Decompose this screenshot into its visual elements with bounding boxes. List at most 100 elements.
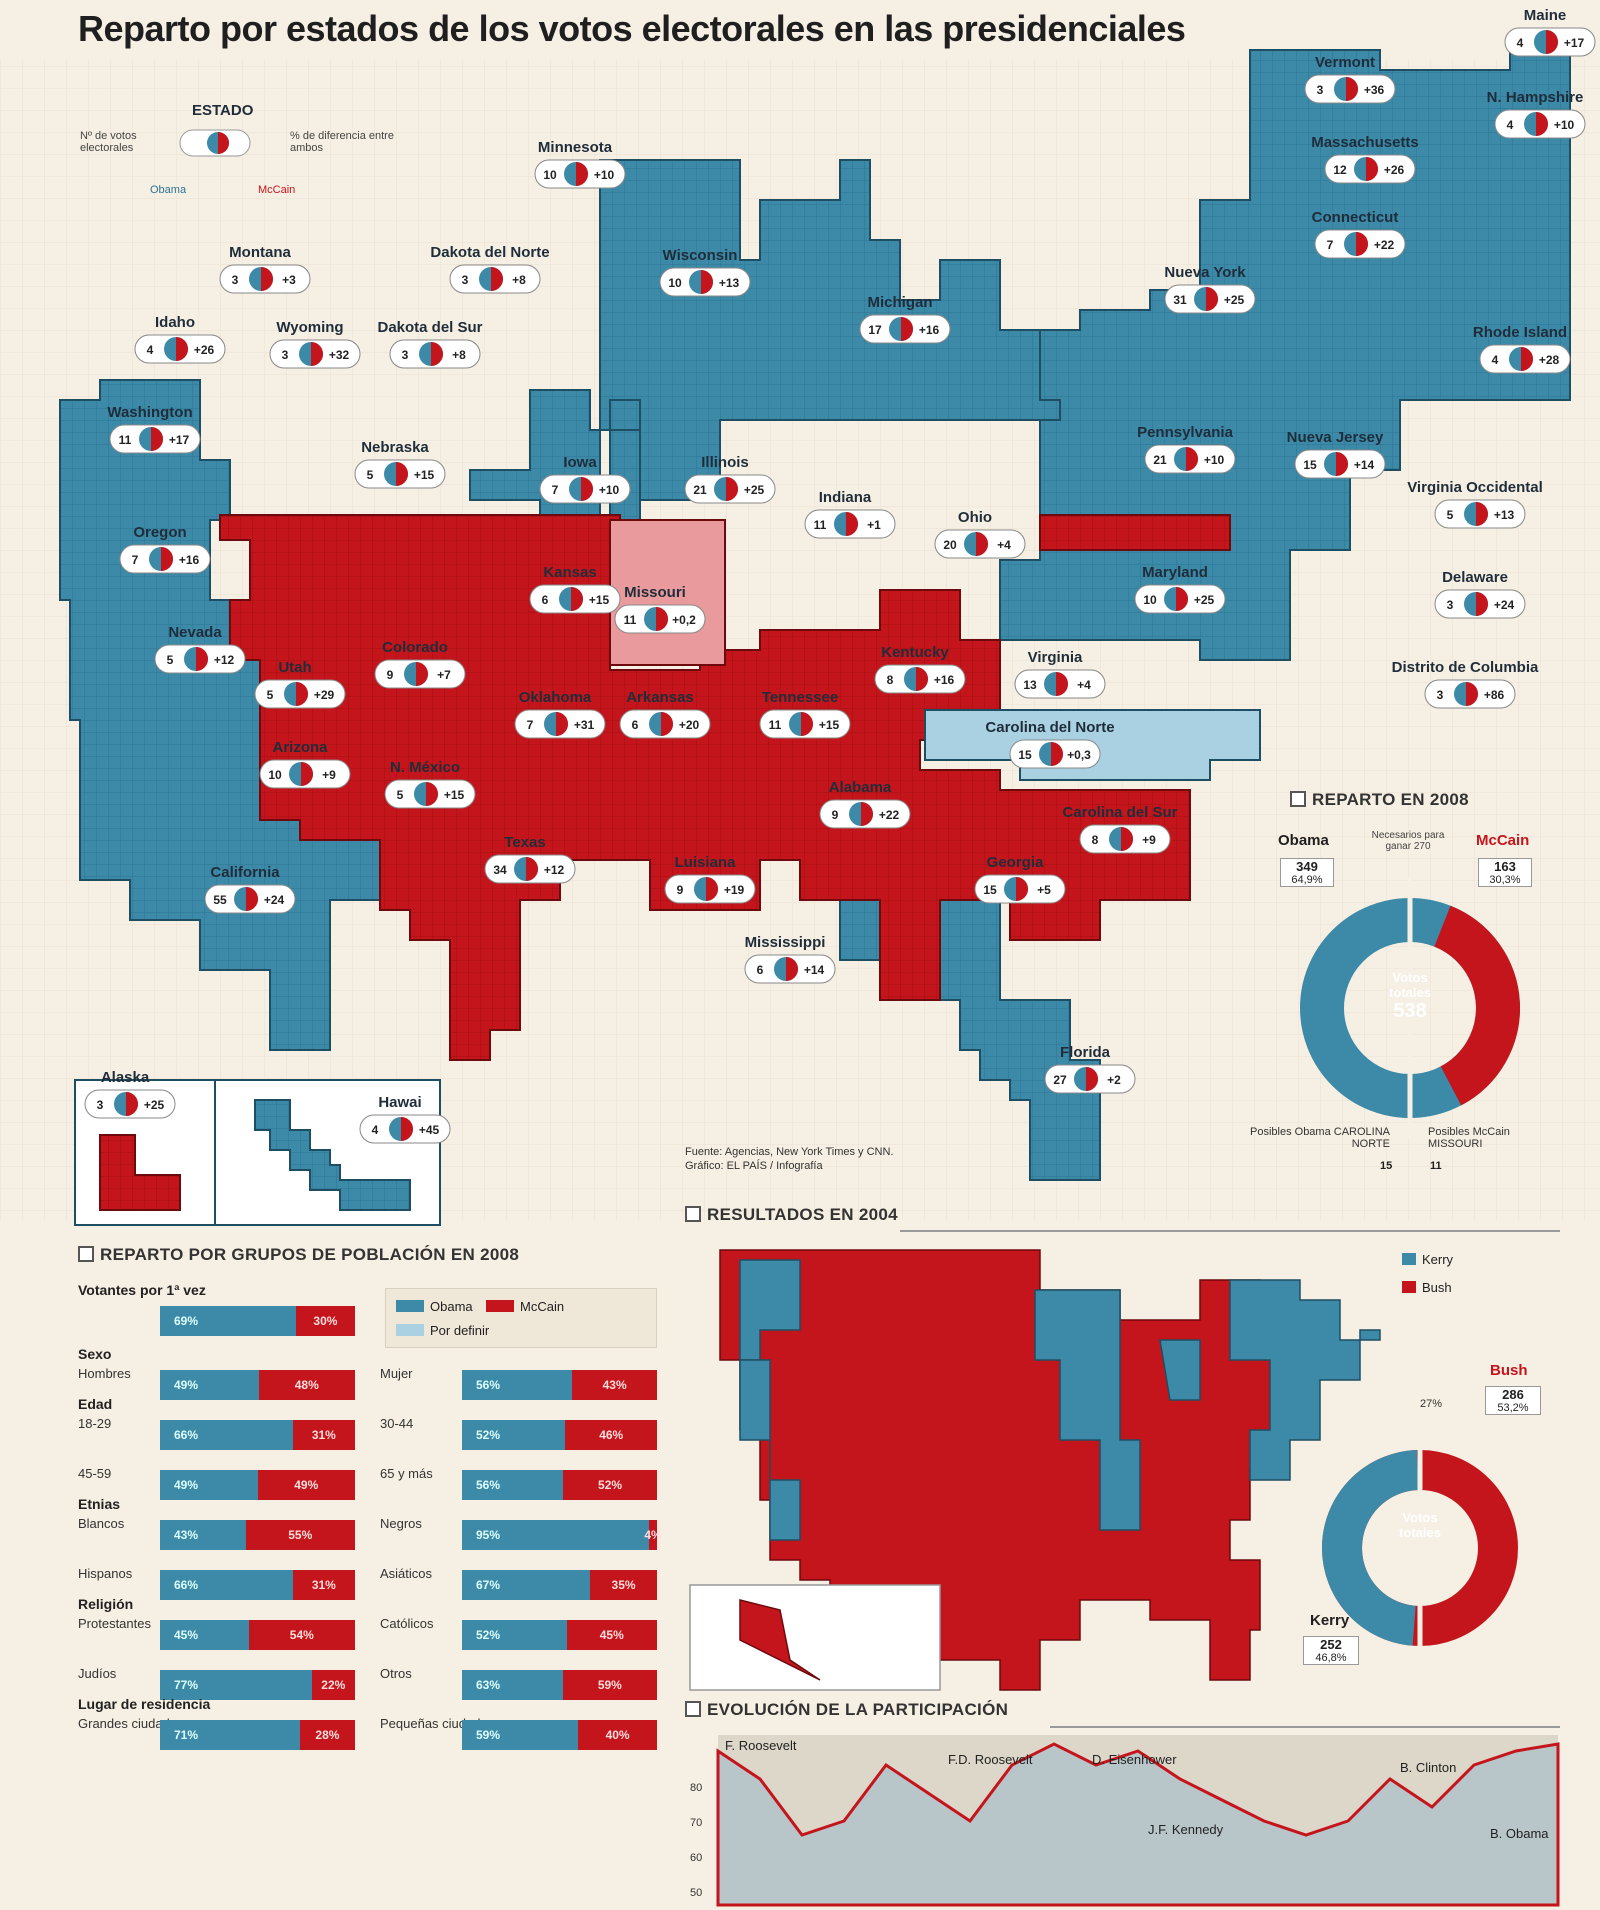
state-ev: 11 (119, 433, 132, 447)
group-bar: 49% 48% (160, 1370, 355, 1400)
map-2004 (689, 1249, 1381, 1691)
state-name: Iowa (563, 454, 597, 471)
state-name: Colorado (382, 639, 448, 656)
group-bar: 77% 22% (160, 1670, 355, 1700)
state-diff: +36 (1364, 83, 1385, 97)
bar-mccain: 49% (257, 1470, 355, 1500)
state-ev: 4 (1517, 36, 1524, 50)
group-label: 45-59 (78, 1466, 112, 1481)
state-diff: +28 (1539, 353, 1560, 367)
bar-obama: 71% (160, 1720, 300, 1750)
bar-obama: 52% (462, 1620, 567, 1650)
state-diff: +3 (282, 273, 296, 287)
group-label: 30-44 (380, 1416, 414, 1431)
state-name: Arkansas (626, 689, 694, 706)
posibles-mccain: Posibles McCain MISSOURI (1428, 1126, 1510, 1150)
state-label: Colorado 9 +7 (374, 639, 466, 689)
state-label: Arkansas 6 +20 (619, 689, 711, 739)
group-label: Católicos (380, 1616, 434, 1631)
state-diff: +14 (1354, 458, 1375, 472)
state-label: Michigan 17 +16 (859, 294, 951, 344)
map-red-regions (219, 514, 1231, 1061)
group-bar: 52% 46% (462, 1420, 657, 1450)
state-name: Illinois (701, 454, 749, 471)
state-diff: +9 (322, 768, 336, 782)
grupos-legend: Obama McCain Por definir (385, 1288, 657, 1348)
state-ev: 27 (1053, 1073, 1067, 1087)
state-name: Maine (1524, 7, 1567, 24)
mccain-2008-votes: 163 30,3% (1478, 858, 1532, 887)
state-ev: 34 (493, 863, 507, 877)
bar-obama: 69% (160, 1306, 296, 1336)
state-name: Missouri (624, 584, 686, 601)
participation-annotation: F. Roosevelt (725, 1738, 797, 1753)
group-bar: 43% 55% (160, 1520, 355, 1550)
donut-2004 (1322, 1433, 1518, 1663)
group-bar: 95% 4% (462, 1520, 662, 1550)
bar-mccain: 48% (258, 1370, 355, 1400)
bar-obama: 45% (160, 1620, 249, 1650)
state-label: Vermont 3 +36 (1304, 54, 1396, 104)
group-bar: 52% 45% (462, 1620, 657, 1650)
participation-chart (716, 1735, 1560, 1907)
state-ev: 7 (552, 483, 559, 497)
grupos-heading: REPARTO POR GRUPOS DE POBLACIÓN EN 2008 (78, 1245, 519, 1265)
state-ev: 55 (213, 893, 227, 907)
state-label: Missouri 11 +0,2 (614, 584, 706, 634)
state-name: Kentucky (881, 644, 949, 661)
state-ev: 3 (1437, 688, 1444, 702)
state-diff: +25 (744, 483, 765, 497)
group-section: Religión (78, 1596, 134, 1612)
bar-mccain: 35% (590, 1570, 657, 1600)
group-section: Votantes por 1ª vez (78, 1282, 206, 1298)
state-name: Florida (1060, 1044, 1111, 1061)
state-label: Georgia 15 +5 (974, 854, 1066, 904)
legend-diff-label: % de diferencia entre ambos (290, 130, 394, 154)
reparto-2008-heading: REPARTO EN 2008 (1290, 790, 1469, 810)
state-label: Nueva Jersey 15 +14 (1287, 429, 1386, 479)
state-label: Iowa 7 +10 (539, 454, 631, 504)
rule-participacion (1050, 1726, 1560, 1728)
state-name: Kansas (543, 564, 596, 581)
state-diff: +10 (1554, 118, 1575, 132)
state-name: Georgia (987, 854, 1044, 871)
state-diff: +12 (544, 863, 565, 877)
bar-mccain: 43% (572, 1370, 657, 1400)
state-label: Oregon 7 +16 (119, 524, 211, 574)
state-ev: 7 (527, 718, 534, 732)
state-name: Nevada (168, 624, 222, 641)
bush-2004-label: Bush (1490, 1362, 1528, 1379)
state-name: Virginia (1028, 649, 1083, 666)
bar-mccain: 28% (299, 1720, 355, 1750)
state-label: Rhode Island 4 +28 (1473, 324, 1571, 374)
state-ev: 3 (402, 348, 409, 362)
state-diff: +15 (589, 593, 610, 607)
state-name: Oklahoma (519, 689, 592, 706)
source-note: Fuente: Agencias, New York Times y CNN. G… (685, 1146, 894, 1172)
state-ev: 13 (1023, 678, 1037, 692)
obama-2008-votes: 349 64,9% (1280, 858, 1334, 887)
state-name: Vermont (1315, 54, 1375, 71)
state-diff: +25 (144, 1098, 165, 1112)
state-label: California 55 +24 (204, 864, 296, 914)
group-bar: 66% 31% (160, 1570, 355, 1600)
state-ev: 3 (232, 273, 239, 287)
legend-mccain: McCain (486, 1299, 564, 1314)
posibles-obama-n: 15 (1380, 1160, 1393, 1172)
state-ev: 12 (1333, 163, 1347, 177)
legend-mccain-label: McCain (258, 184, 296, 196)
state-diff: +24 (264, 893, 285, 907)
posibles-mccain-n: 11 (1430, 1160, 1442, 1172)
bar-mccain: 45% (566, 1620, 657, 1650)
state-name: Massachusetts (1311, 134, 1419, 151)
state-ev: 11 (624, 613, 637, 627)
state-name: Nueva York (1164, 264, 1246, 281)
state-label: Dakota del Norte 3 +8 (430, 244, 550, 294)
state-name: Michigan (867, 294, 932, 311)
state-diff: +25 (1194, 593, 1215, 607)
state-label: Illinois 21 +25 (684, 454, 776, 504)
state-diff: +10 (1204, 453, 1225, 467)
state-diff: +0,2 (672, 613, 696, 627)
